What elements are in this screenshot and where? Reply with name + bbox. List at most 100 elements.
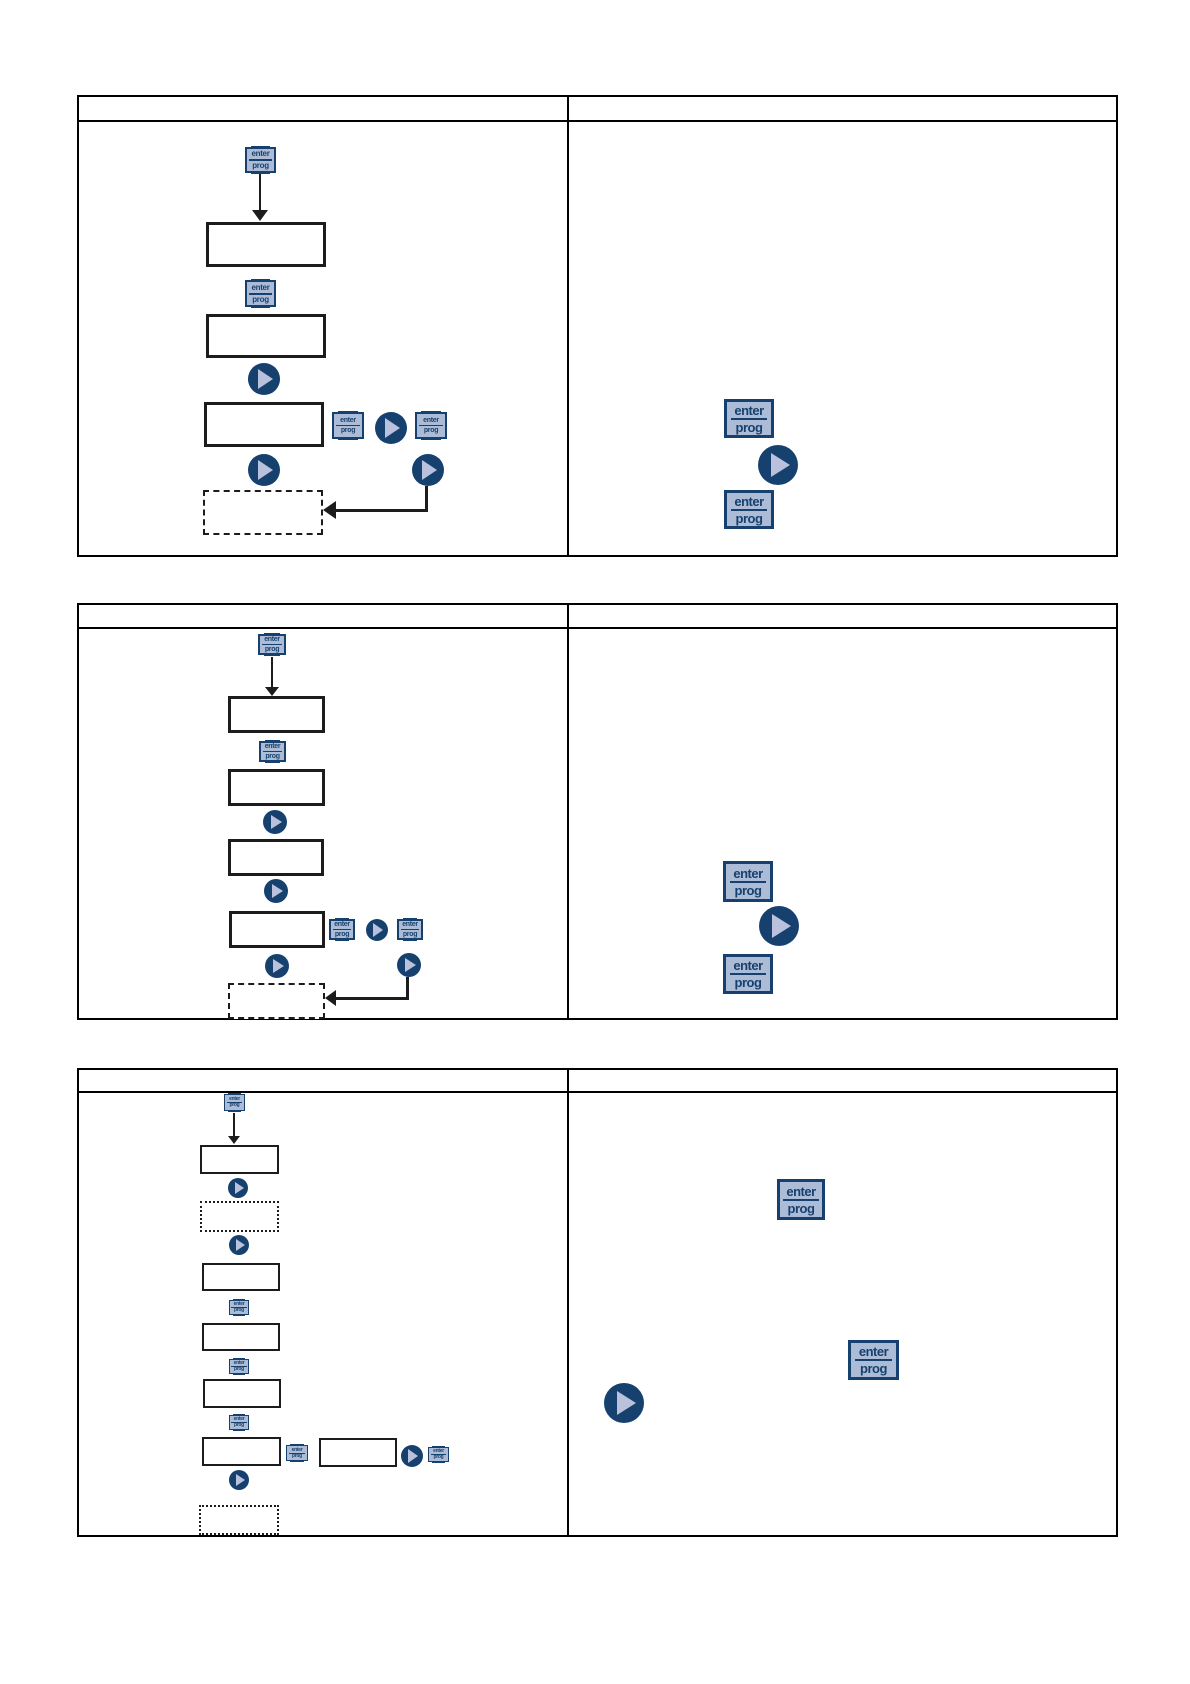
prog-label: prog — [340, 427, 356, 434]
prog-label: prog — [734, 882, 762, 898]
prog-label: prog — [234, 1307, 244, 1313]
flow-step-box — [228, 696, 325, 733]
flow-step-box — [228, 769, 325, 806]
enter-label: enter — [430, 1449, 447, 1455]
play-key-icon — [375, 412, 407, 444]
enter-prog-key-icon: enter prog — [224, 1093, 245, 1112]
enter-label: enter — [400, 921, 420, 930]
prog-label: prog — [735, 419, 763, 435]
prog-label: prog — [234, 1366, 244, 1372]
play-key-icon — [397, 953, 421, 977]
enter-prog-key-icon: enter prog — [724, 399, 774, 438]
panel-1-header-divider — [79, 120, 1116, 122]
flow-arrow-line — [335, 997, 409, 1000]
panel-2-column-divider — [567, 605, 569, 1018]
play-key-icon — [229, 1235, 249, 1255]
play-key-icon — [228, 1178, 248, 1198]
arrowhead-down-icon — [228, 1136, 240, 1144]
flow-step-box — [319, 1438, 397, 1467]
play-key-icon — [229, 1470, 249, 1490]
prog-label: prog — [860, 1361, 887, 1376]
flow-step-box-dashed — [228, 983, 325, 1019]
enter-label: enter — [336, 417, 360, 426]
enter-prog-key-icon: enter prog — [229, 1299, 249, 1316]
flow-step-box — [206, 314, 326, 358]
enter-label: enter — [231, 1361, 247, 1367]
enter-prog-key-icon: enter prog — [229, 1358, 249, 1375]
prog-label: prog — [787, 1200, 815, 1216]
flow-arrow-line — [335, 509, 428, 512]
enter-prog-key-icon: enter prog — [724, 490, 774, 529]
panel-1-column-divider — [567, 97, 569, 555]
flow-step-box — [206, 222, 326, 267]
enter-prog-key-icon: enter prog — [848, 1340, 899, 1380]
panel-2-header-divider — [79, 627, 1116, 629]
enter-label: enter — [783, 1185, 819, 1201]
panel-2: enter prog enter prog enter prog enter p… — [77, 603, 1118, 1020]
enter-prog-key-icon: enter prog — [723, 861, 773, 902]
enter-label: enter — [729, 959, 767, 975]
enter-label: enter — [730, 495, 768, 511]
prog-label: prog — [264, 646, 280, 653]
flow-step-box — [228, 839, 324, 876]
enter-prog-key-icon: enter prog — [777, 1179, 825, 1220]
flow-arrow-line — [233, 1113, 235, 1139]
enter-prog-key-icon: enter prog — [332, 411, 364, 440]
panel-3-column-divider — [567, 1070, 569, 1535]
flow-step-box-dashed — [203, 490, 323, 535]
enter-label: enter — [332, 921, 352, 930]
play-key-icon — [759, 906, 799, 946]
enter-prog-key-icon: enter prog — [259, 740, 286, 763]
flow-step-box — [229, 911, 325, 948]
play-key-icon — [401, 1445, 423, 1467]
flow-arrow-line — [425, 486, 428, 512]
prog-label: prog — [402, 931, 418, 938]
enter-label: enter — [419, 417, 443, 426]
flow-arrow-line — [271, 657, 273, 691]
enter-label: enter — [231, 1417, 247, 1423]
flow-step-box — [202, 1263, 280, 1291]
prog-label: prog — [433, 1454, 444, 1460]
enter-prog-key-icon: enter prog — [258, 633, 286, 656]
prog-label: prog — [735, 510, 763, 526]
play-key-icon — [248, 363, 280, 395]
enter-prog-key-icon: enter prog — [397, 918, 423, 941]
flow-step-box — [202, 1437, 281, 1466]
enter-label: enter — [730, 404, 768, 420]
prog-label: prog — [265, 753, 280, 760]
enter-prog-key-icon: enter prog — [229, 1414, 249, 1431]
arrowhead-down-icon — [252, 210, 268, 221]
prog-label: prog — [229, 1102, 240, 1108]
enter-prog-key-icon: enter prog — [428, 1446, 449, 1463]
play-key-icon — [265, 954, 289, 978]
play-key-icon — [263, 810, 287, 834]
prog-label: prog — [252, 294, 269, 304]
enter-label: enter — [288, 1447, 306, 1454]
play-key-icon — [758, 445, 798, 485]
flow-step-box — [202, 1323, 280, 1351]
prog-label: prog — [734, 975, 762, 990]
play-key-icon — [412, 454, 444, 486]
prog-label: prog — [234, 1422, 244, 1428]
play-key-icon — [248, 454, 280, 486]
arrowhead-left-icon — [323, 501, 336, 519]
prog-label: prog — [423, 427, 439, 434]
enter-label: enter — [226, 1097, 243, 1103]
play-key-icon — [264, 879, 288, 903]
enter-label: enter — [854, 1345, 893, 1361]
flow-arrow-line — [259, 174, 261, 212]
panel-3: enter prog enter prog enter prog enter p… — [77, 1068, 1118, 1537]
prog-label: prog — [292, 1452, 302, 1459]
flow-step-box — [203, 1379, 281, 1408]
play-key-icon — [604, 1383, 644, 1423]
enter-prog-key-icon: enter prog — [329, 918, 355, 941]
prog-label: prog — [252, 161, 269, 170]
enter-prog-key-icon: enter prog — [245, 279, 276, 308]
prog-label: prog — [334, 931, 350, 938]
flow-step-box-dashed — [199, 1505, 279, 1535]
enter-prog-key-icon: enter prog — [286, 1444, 308, 1462]
flow-step-box — [204, 402, 324, 447]
enter-label: enter — [729, 867, 767, 883]
enter-label: enter — [262, 743, 283, 752]
